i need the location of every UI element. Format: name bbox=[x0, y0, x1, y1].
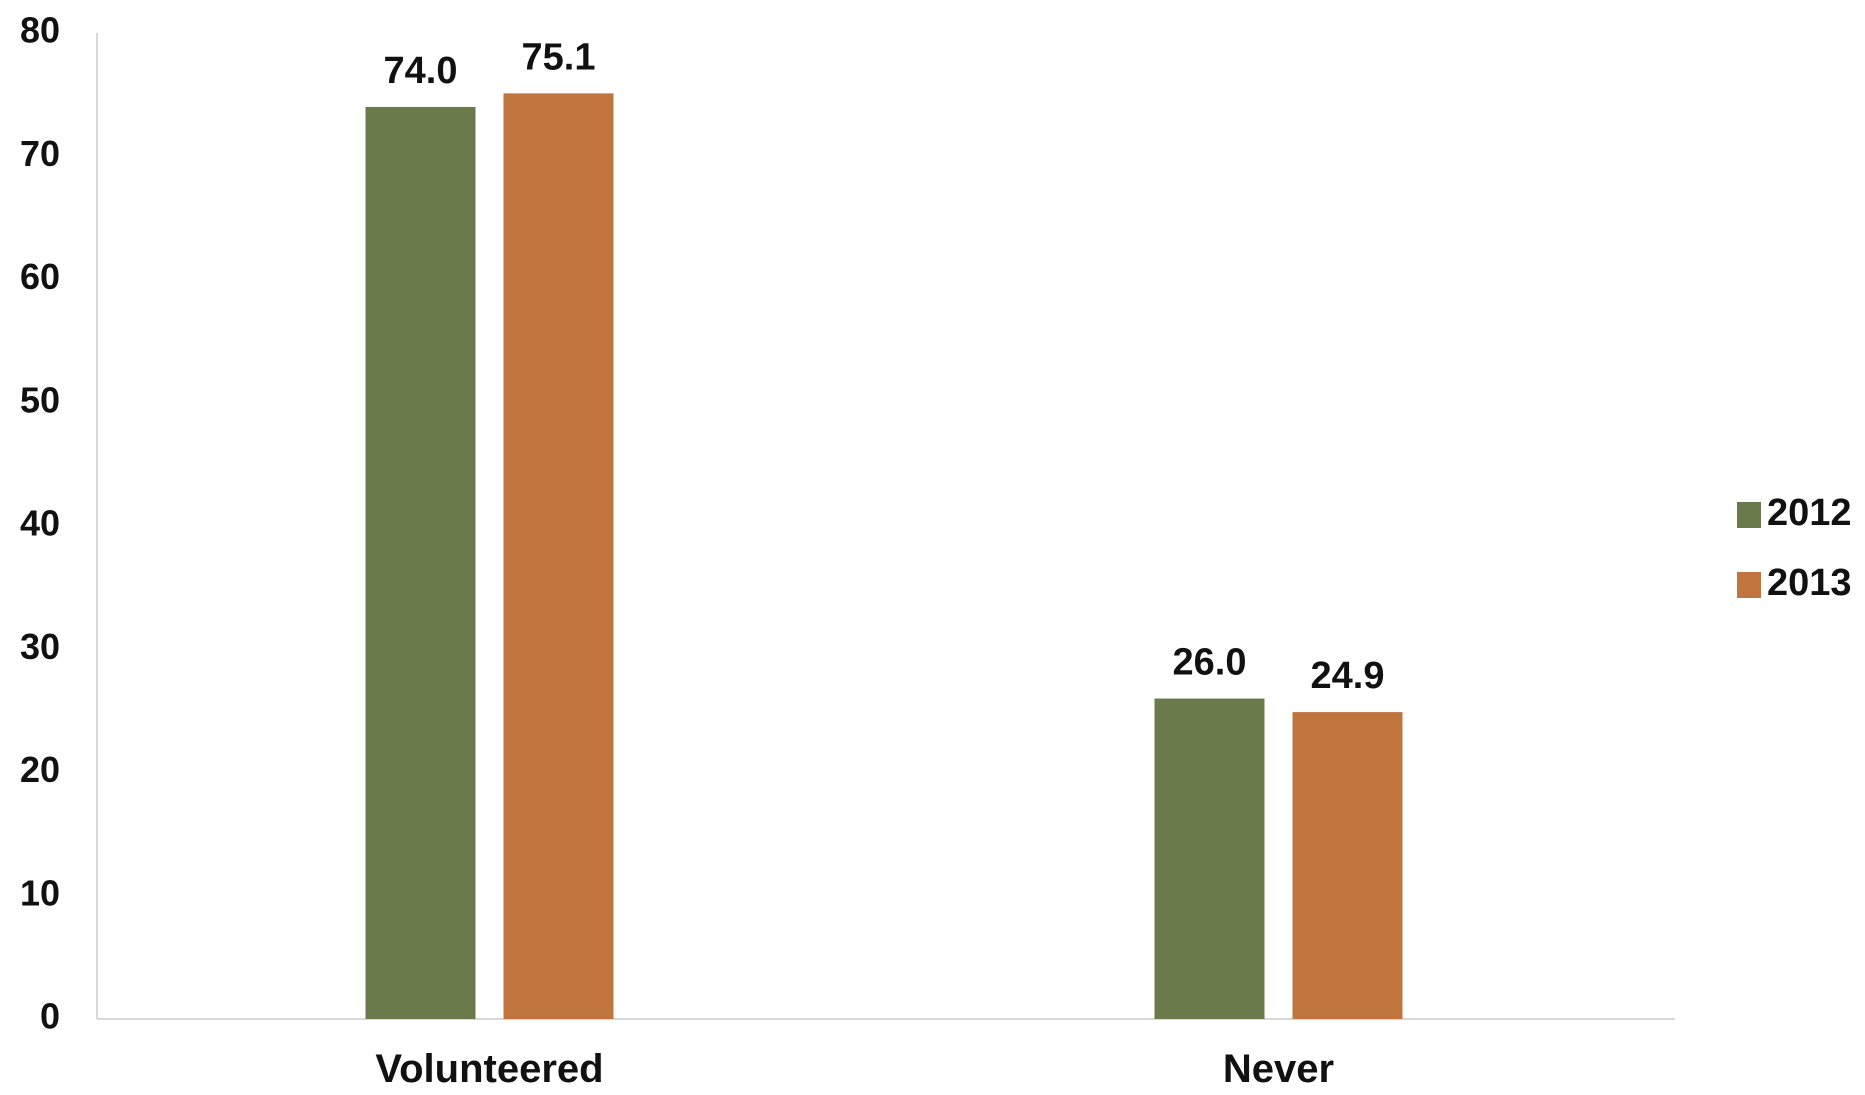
bar-series bbox=[365, 93, 1403, 1019]
legend: 2012 2013 bbox=[1737, 492, 1852, 604]
bar-volunteered-2013 bbox=[503, 93, 614, 1019]
y-tick-label: 10 bbox=[20, 872, 60, 913]
y-tick-label: 30 bbox=[20, 626, 60, 667]
y-tick-label: 20 bbox=[20, 749, 60, 790]
legend-label: 2013 bbox=[1767, 562, 1852, 604]
bar-never-2013 bbox=[1292, 712, 1403, 1019]
y-tick-label: 80 bbox=[20, 10, 60, 51]
y-tick-label: 60 bbox=[20, 256, 60, 297]
data-label: 26.0 bbox=[1173, 642, 1247, 684]
x-category-label: Never bbox=[1223, 1047, 1334, 1091]
legend-label: 2012 bbox=[1767, 492, 1852, 534]
y-tick-label: 0 bbox=[40, 996, 60, 1037]
x-category-label: Volunteered bbox=[375, 1047, 603, 1091]
bar-never-2012 bbox=[1154, 698, 1265, 1019]
data-label: 75.1 bbox=[522, 36, 596, 78]
legend-swatch-2012 bbox=[1737, 502, 1761, 528]
y-tick-label: 70 bbox=[20, 133, 60, 174]
y-tick-label: 50 bbox=[20, 379, 60, 420]
x-axis-category-labels: Volunteered Never bbox=[375, 1047, 1334, 1091]
data-label: 24.9 bbox=[1311, 655, 1385, 697]
data-label: 74.0 bbox=[384, 50, 458, 92]
y-tick-label: 40 bbox=[20, 503, 60, 544]
legend-swatch-2013 bbox=[1737, 572, 1761, 598]
bar-volunteered-2012 bbox=[365, 106, 476, 1019]
y-axis-ticks: 0 10 20 30 40 50 60 70 80 bbox=[20, 10, 60, 1037]
data-labels: 74.0 75.1 26.0 24.9 bbox=[384, 36, 1385, 697]
